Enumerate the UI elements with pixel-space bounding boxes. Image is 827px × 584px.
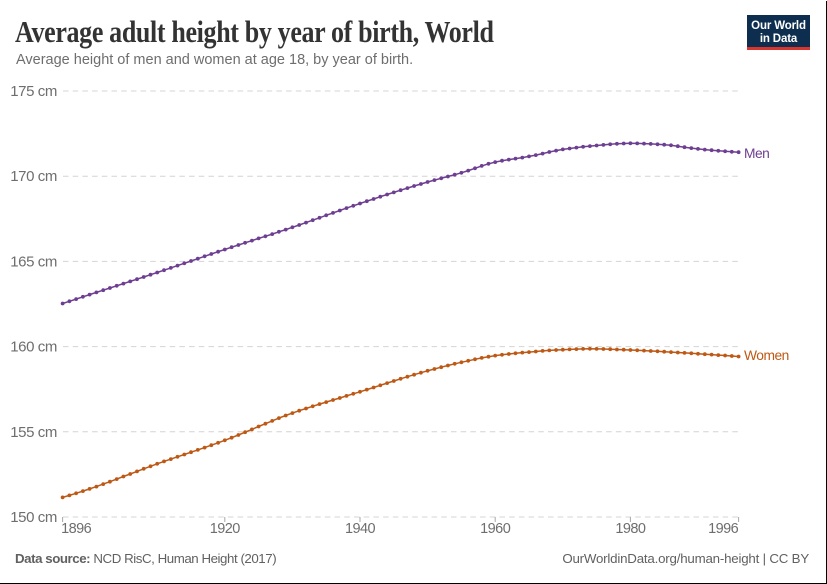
svg-text:150 cm: 150 cm [10, 509, 57, 526]
svg-text:1940: 1940 [345, 521, 376, 537]
svg-text:Women: Women [744, 348, 789, 363]
svg-text:155 cm: 155 cm [10, 424, 57, 441]
svg-text:1960: 1960 [480, 521, 511, 537]
svg-text:1980: 1980 [615, 521, 646, 537]
svg-text:175 cm: 175 cm [10, 83, 57, 100]
svg-text:1896: 1896 [61, 521, 92, 537]
svg-text:1996: 1996 [708, 521, 739, 537]
svg-text:170 cm: 170 cm [10, 168, 57, 185]
svg-text:Men: Men [744, 146, 769, 161]
svg-text:165 cm: 165 cm [10, 253, 57, 270]
svg-text:1920: 1920 [210, 521, 241, 537]
svg-text:160 cm: 160 cm [10, 339, 57, 356]
